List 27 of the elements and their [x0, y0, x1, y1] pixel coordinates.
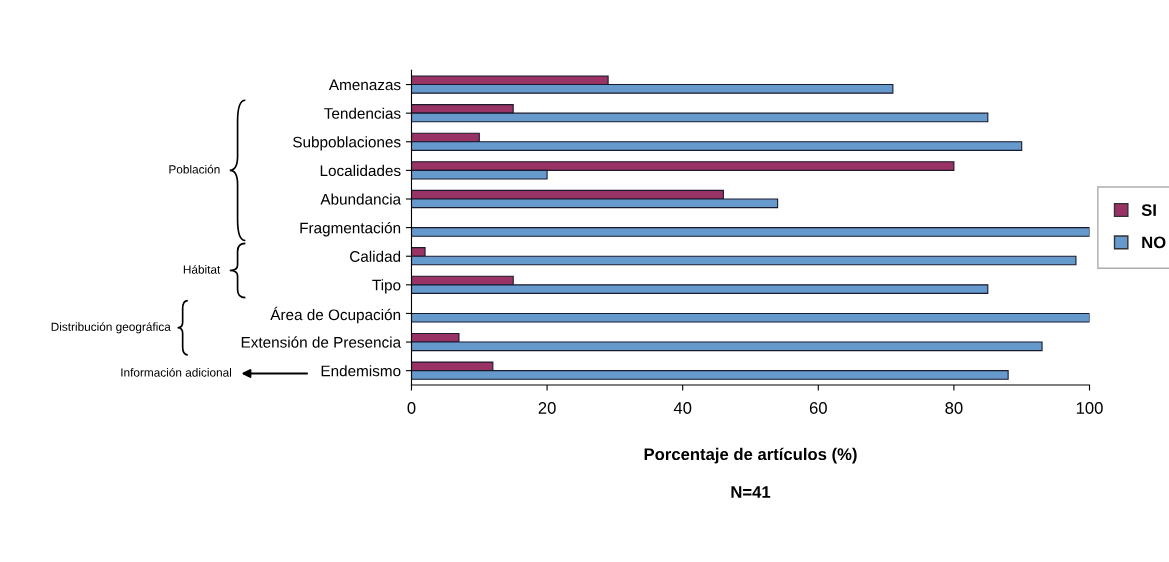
text: Hábitat [183, 264, 221, 274]
x-tick-label: 20 [538, 402, 556, 414]
x-tick-label: 40 [673, 402, 692, 414]
legend-label: SI [1141, 204, 1156, 216]
text: Información adicional [121, 367, 232, 377]
y-tick-label: Localidades [320, 164, 401, 177]
y-tick-label: Subpoblaciones [293, 136, 401, 151]
legend-label: NO [1142, 236, 1166, 249]
text: Población [169, 164, 220, 174]
y-tick-label: Amenazas [328, 79, 401, 91]
y-tick-label: Calidad [350, 250, 401, 262]
text: N=41 [731, 486, 771, 498]
y-tick-label: Tipo [372, 279, 401, 294]
y-tick-label: Área de Ocupación [270, 306, 401, 324]
bar [411, 227, 1090, 237]
x-tick-label: 100 [1076, 402, 1103, 414]
y-tick-label: Fragmentación [300, 221, 401, 237]
y-tick-label: Tendencias [324, 107, 401, 119]
x-axis-title: Porcentaje de artículos (%) [644, 447, 857, 464]
y-tick-label: Abundancia [320, 193, 402, 205]
text: Distribución geográfica [51, 322, 171, 334]
x-tick-label: 60 [809, 402, 827, 414]
x-tick-label: 80 [945, 402, 963, 414]
y-tick-label: Endemismo [321, 365, 401, 377]
bar [411, 312, 1090, 323]
x-tick-label: 0 [407, 402, 416, 414]
y-tick-label: Extensión de Presencia [241, 336, 402, 348]
